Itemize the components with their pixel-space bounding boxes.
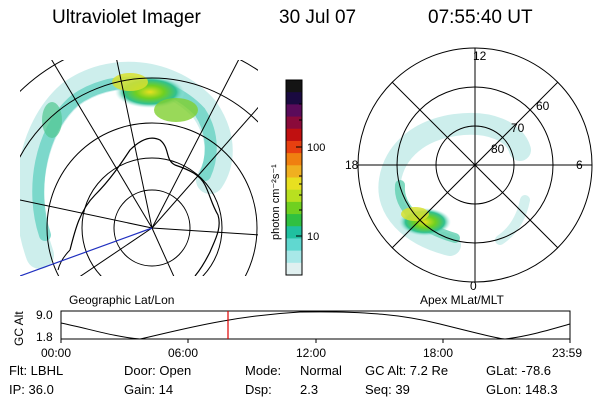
mlt-label-12: 12 [473, 49, 487, 63]
altitude-xtick: 18:00 [423, 346, 453, 360]
geo-panel-label: Geographic Lat/Lon [69, 293, 174, 307]
polar-panel-label: Apex MLat/MLT [420, 293, 504, 307]
dsp-label: Dsp: [245, 382, 272, 397]
ip-info: IP: 36.0 [9, 382, 54, 397]
altitude-ytick-high: 9.0 [36, 308, 53, 322]
terminator-line [20, 227, 153, 276]
colorbar-unit-label: photon cm⁻²s⁻¹ [270, 164, 282, 240]
altitude-curve [60, 311, 571, 340]
mlat-label-70: 70 [511, 121, 525, 135]
filter-info: Flt: LBHL [9, 363, 63, 378]
colorbar-swatch [286, 201, 302, 215]
colorbar-swatch [286, 80, 302, 93]
colorbar-swatch [286, 189, 302, 203]
altitude-ylabel: GC Alt [12, 311, 26, 346]
colorbar-swatch [286, 128, 302, 142]
colorbar-swatch [286, 116, 302, 130]
mode-label: Mode: [245, 363, 281, 378]
colorbar-swatch [286, 92, 302, 105]
colorbar-swatch [286, 165, 302, 178]
altitude-xtick: 12:00 [296, 346, 326, 360]
mlt-label-0: 0 [470, 279, 477, 293]
mlt-label-6: 6 [576, 158, 583, 172]
colorbar-ticks [296, 103, 302, 237]
glat-info: GLat: -78.6 [486, 363, 551, 378]
colorbar-tick-10: 10 [307, 231, 319, 243]
status-info: Flt: LBHL Door: Open Mode: Normal GC Alt… [9, 363, 558, 397]
gain-info: Gain: 14 [124, 382, 173, 397]
mlat-label-80: 80 [491, 142, 505, 156]
antarctica-coastline [69, 137, 220, 276]
colorbar-swatch [286, 153, 302, 166]
altitude-xtick: 23:59 [552, 346, 582, 360]
altitude-xtick: 06:00 [168, 346, 198, 360]
mode-value: Normal [300, 363, 342, 378]
colorbar-swatch [286, 262, 302, 276]
auroral-oval-polar [378, 112, 531, 256]
auroral-oval-geo [20, 61, 233, 269]
door-info: Door: Open [124, 363, 191, 378]
image-date: 30 Jul 07 [279, 7, 357, 28]
colorbar-swatch [286, 238, 302, 252]
colorbar-frame [285, 79, 303, 276]
geo-meridians [20, 60, 258, 276]
image-time: 07:55:40 UT [428, 7, 533, 28]
colorbar [285, 79, 303, 276]
mlt-label-18: 18 [345, 158, 359, 172]
colorbar-swatch [286, 104, 302, 118]
altitude-plot: 9.0 1.8 GC Alt 00:00 06:00 12:00 18:00 2… [12, 308, 582, 360]
gc-alt-info: GC Alt: 7.2 Re [365, 363, 448, 378]
colorbar-swatch [286, 177, 302, 191]
colorbar-swatch [286, 250, 302, 264]
colorbar-swatch [286, 214, 302, 227]
altitude-ytick-low: 1.8 [36, 330, 53, 344]
geo-latitude-circles [20, 60, 258, 276]
mlat-label-60: 60 [536, 99, 550, 113]
imager-title: Ultraviolet Imager [52, 7, 201, 28]
seq-info: Seq: 39 [365, 382, 410, 397]
colorbar-tick-100: 100 [307, 142, 325, 154]
dsp-value: 2.3 [300, 382, 318, 397]
apex-polar-plot: 12 18 6 0 60 70 80 [345, 47, 593, 293]
geographic-map [20, 60, 258, 276]
colorbar-swatch [286, 140, 302, 154]
altitude-xtick: 00:00 [41, 346, 71, 360]
colorbar-swatch [286, 226, 302, 239]
glon-info: GLon: 148.3 [486, 382, 558, 397]
